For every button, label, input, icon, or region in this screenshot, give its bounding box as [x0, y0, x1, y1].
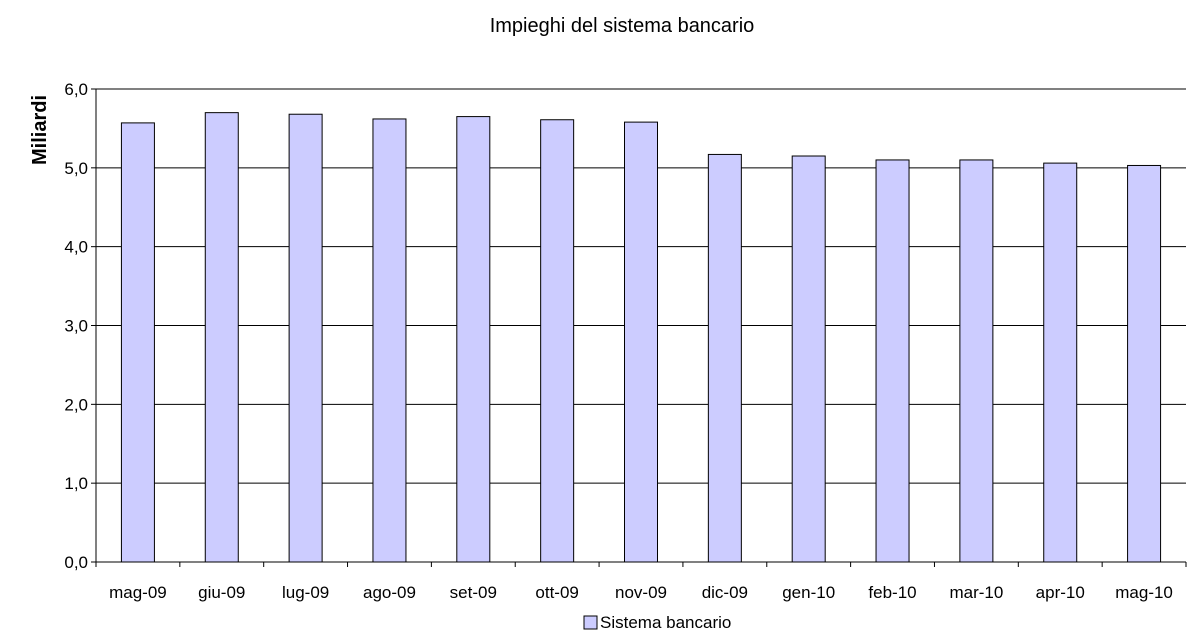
chart-title: Impieghi del sistema bancario [490, 15, 755, 37]
x-tick-label: mag-09 [109, 583, 167, 602]
x-tick-label: mar-10 [949, 583, 1003, 602]
bar [624, 121, 658, 563]
bar [204, 112, 239, 563]
x-tick-label: set-09 [450, 583, 497, 602]
x-tick-label: giu-09 [198, 583, 245, 602]
bar [1043, 162, 1078, 563]
bar [456, 116, 491, 563]
legend-label: Sistema bancario [600, 613, 731, 632]
x-tick-label: apr-10 [1036, 583, 1085, 602]
bar [707, 153, 742, 563]
bar [959, 159, 994, 563]
y-tick-label: 6,0 [64, 80, 88, 99]
x-tick-label: gen-10 [782, 583, 835, 602]
x-tick-label: ago-09 [363, 583, 416, 602]
y-tick-label: 3,0 [64, 317, 88, 336]
bar-series [120, 112, 1162, 563]
y-tick-label: 4,0 [64, 238, 88, 257]
x-tick-label: dic-09 [702, 583, 748, 602]
x-tick-label: ott-09 [535, 583, 578, 602]
bar [1127, 164, 1162, 563]
bar [372, 118, 407, 563]
y-tick-labels: 0,0 1,0 2,0 3,0 4,0 5,0 6,0 [64, 80, 96, 572]
y-tick-label: 5,0 [64, 159, 88, 178]
bar [875, 159, 910, 563]
x-tick-label: feb-10 [868, 583, 916, 602]
x-tick-label: nov-09 [615, 583, 667, 602]
x-tick-label: mag-10 [1115, 583, 1173, 602]
y-tick-label: 2,0 [64, 395, 88, 414]
y-tick-label: 0,0 [64, 553, 88, 572]
bar [288, 113, 323, 563]
y-tick-label: 1,0 [64, 474, 88, 493]
y-axis-label: Miliardi [29, 95, 51, 165]
x-tick-labels: mag-09 giu-09 lug-09 ago-09 set-09 ott-09 nov-… [95, 562, 1187, 602]
legend-swatch [583, 615, 598, 630]
bar [791, 155, 826, 563]
bar [120, 122, 155, 563]
x-tick-label: lug-09 [282, 583, 329, 602]
legend: Sistema bancario [583, 613, 731, 632]
bar [540, 119, 575, 563]
